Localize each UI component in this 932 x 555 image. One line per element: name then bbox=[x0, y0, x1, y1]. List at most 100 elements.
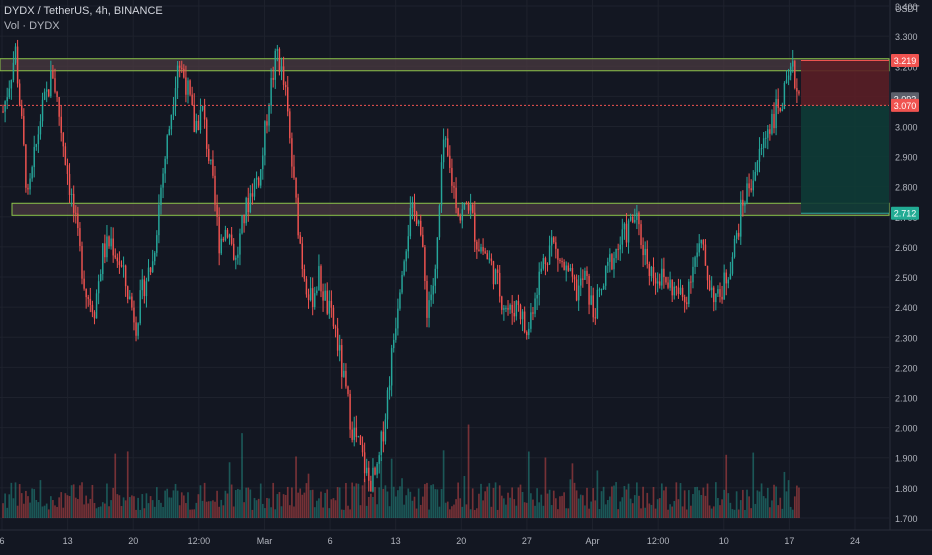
candle-body bbox=[611, 254, 613, 270]
candle-body bbox=[517, 301, 520, 306]
volume-bar bbox=[334, 500, 337, 518]
volume-indicator-title[interactable]: Vol · DYDX bbox=[4, 20, 60, 32]
volume-bar bbox=[451, 506, 453, 518]
volume-bar bbox=[91, 484, 94, 518]
candle-body bbox=[353, 427, 355, 440]
volume-bar bbox=[301, 494, 304, 518]
volume-bar bbox=[345, 483, 347, 518]
candle-body bbox=[309, 288, 312, 301]
candle-body bbox=[72, 193, 75, 213]
candle-body bbox=[656, 281, 659, 284]
y-tick-label: 2.000 bbox=[895, 424, 918, 434]
take-profit-area bbox=[801, 105, 889, 214]
candle-body bbox=[484, 251, 486, 254]
volume-bar bbox=[401, 478, 403, 518]
candle-body bbox=[79, 228, 81, 247]
candle-body bbox=[141, 279, 144, 291]
volume-bar bbox=[733, 509, 736, 518]
candle-body bbox=[392, 339, 395, 349]
candle-body bbox=[264, 121, 266, 156]
candle-body bbox=[29, 178, 31, 190]
candle-body bbox=[430, 294, 432, 301]
volume-bar bbox=[8, 494, 11, 518]
y-tick-label: 1.700 bbox=[895, 514, 918, 524]
candle-body bbox=[14, 46, 17, 63]
candle-body bbox=[565, 265, 567, 271]
candle-body bbox=[201, 105, 204, 110]
volume-bar bbox=[241, 433, 243, 518]
x-tick-label: 20 bbox=[456, 536, 466, 546]
volume-bar bbox=[660, 483, 663, 518]
candle-body bbox=[496, 269, 499, 273]
volume-bar bbox=[600, 491, 603, 518]
x-tick-label: 12:00 bbox=[647, 536, 670, 546]
volume-bar bbox=[77, 499, 79, 518]
volume-bar bbox=[444, 502, 447, 518]
x-tick-label: 17 bbox=[784, 536, 794, 546]
volume-bar bbox=[210, 501, 212, 518]
volume-bar bbox=[554, 498, 557, 518]
volume-bar bbox=[151, 500, 154, 518]
volume-bar bbox=[752, 452, 755, 518]
volume-bar bbox=[282, 494, 285, 518]
candle-body bbox=[785, 79, 788, 84]
volume-bar bbox=[328, 508, 331, 518]
candle-body bbox=[555, 242, 557, 249]
position-layer[interactable] bbox=[0, 60, 889, 214]
stop-loss-area bbox=[801, 60, 889, 106]
candle-body bbox=[18, 83, 21, 106]
candle-body bbox=[291, 138, 293, 167]
candle-body bbox=[208, 148, 210, 161]
candle-body bbox=[569, 268, 572, 271]
symbol-title[interactable]: DYDX / TetherUS, 4h, BINANCE bbox=[4, 5, 163, 17]
candle-body bbox=[673, 286, 676, 296]
candle-body bbox=[686, 302, 688, 304]
candle-body bbox=[420, 220, 422, 235]
candle-body bbox=[690, 281, 692, 283]
volume-bar bbox=[633, 495, 636, 518]
volume-bar bbox=[116, 494, 119, 518]
candle-body bbox=[683, 296, 686, 303]
volume-bar bbox=[394, 496, 397, 518]
candle-body bbox=[70, 193, 73, 195]
volume-bar bbox=[307, 473, 310, 518]
volume-bar bbox=[617, 509, 619, 518]
x-tick-label: 13 bbox=[391, 536, 401, 546]
volume-bar bbox=[388, 506, 391, 518]
candle-body bbox=[642, 244, 644, 256]
candle-body bbox=[320, 266, 322, 292]
candle-body bbox=[87, 297, 89, 299]
candle-body bbox=[586, 270, 588, 277]
candle-body bbox=[661, 268, 663, 286]
candle-body bbox=[37, 134, 40, 145]
candle-body bbox=[434, 268, 437, 286]
candle-body bbox=[513, 312, 515, 317]
volume-bar bbox=[517, 487, 520, 518]
volume-bar bbox=[631, 503, 634, 518]
candle-body bbox=[575, 279, 578, 301]
volume-bar bbox=[658, 498, 661, 518]
volume-bar bbox=[172, 490, 175, 518]
candle-body bbox=[515, 301, 518, 317]
volume-bar bbox=[561, 495, 563, 518]
volume-bar bbox=[461, 506, 464, 518]
candle-body bbox=[120, 264, 123, 267]
volume-bar bbox=[87, 503, 90, 518]
volume-bar bbox=[430, 485, 432, 518]
volume-bar bbox=[2, 503, 4, 518]
volume-bar bbox=[104, 503, 106, 518]
candle-body bbox=[280, 66, 283, 72]
volume-bar bbox=[74, 497, 77, 518]
candle-body bbox=[378, 455, 380, 464]
candle-body bbox=[77, 213, 79, 229]
candle-body bbox=[347, 386, 349, 394]
candle-body bbox=[577, 285, 580, 301]
volume-bar bbox=[469, 509, 472, 518]
entry-price-tag bbox=[891, 98, 919, 112]
volume-bar bbox=[694, 487, 696, 518]
candle-body bbox=[505, 308, 507, 310]
candle-body bbox=[232, 243, 235, 260]
volume-bar bbox=[515, 505, 518, 518]
